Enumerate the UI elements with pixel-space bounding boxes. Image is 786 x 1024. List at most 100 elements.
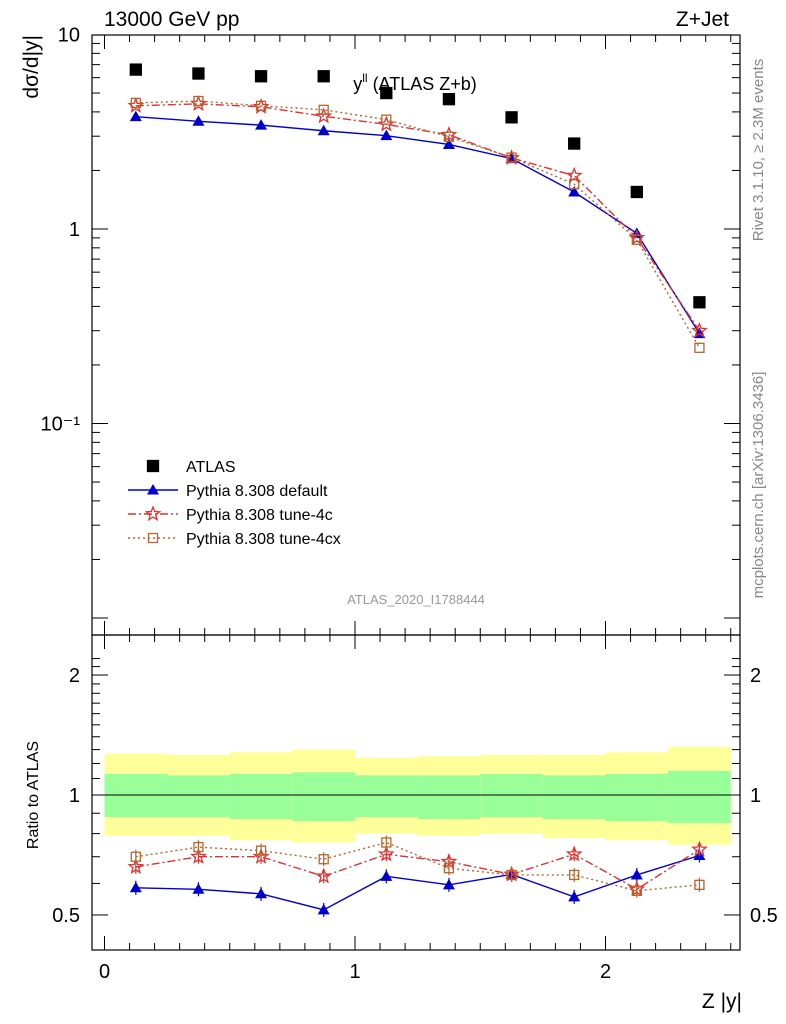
- tune4cx-point: [569, 179, 580, 190]
- tune4cx-point: [443, 131, 455, 142]
- chart-title: yll (ATLAS Z+b): [353, 71, 477, 94]
- tune4cx-ratio-point: [443, 863, 455, 874]
- ratio-inner-uncertainty-band: [542, 775, 606, 820]
- tune4c-ratio-point: [691, 840, 708, 857]
- tune4c-point: [691, 321, 708, 338]
- header-left-label: 13000 GeV pp: [104, 8, 239, 31]
- default-ratio-point: [129, 881, 142, 893]
- y-tick-label: 10⁻¹: [41, 414, 81, 436]
- tune4cx-ratio-point: [255, 845, 267, 856]
- tune4cx-point: [130, 97, 141, 109]
- default-ratio-point: [442, 878, 455, 890]
- ratio-inner-uncertainty-band: [605, 773, 669, 822]
- default-ratio-point: [317, 903, 330, 915]
- y-tick-label: 1: [69, 219, 80, 241]
- main-panel: 10 1 10⁻¹ dσ/d|y| yll (ATLAS Z+b) ATLAS_20…: [20, 25, 741, 636]
- tune4c-ratio-point: [377, 845, 395, 862]
- rivet-version-label: Rivet 3.1.10, ≥ 2.3M events: [750, 59, 767, 242]
- legend-atlas-label: ATLAS: [186, 459, 236, 476]
- legend-tune4cx-symbol: [147, 532, 159, 544]
- ratio-y-tick-label-left: 2: [69, 665, 80, 687]
- ratio-y-tick-label-left: 0.5: [52, 905, 80, 927]
- tune4cx-ratio-curve: [135, 841, 700, 892]
- legend-default-label: Pythia 8.308 default: [186, 483, 328, 500]
- default-point: [255, 119, 268, 130]
- atlas-data-point: [129, 63, 142, 76]
- tune4cx-ratio-point: [506, 869, 517, 881]
- atlas-data-point: [693, 296, 706, 309]
- tune4cx-point: [193, 95, 204, 107]
- default-ratio-point: [192, 883, 205, 894]
- tune4cx-ratio-point: [631, 885, 642, 896]
- default-point: [192, 115, 205, 126]
- ratio-y-tick-label-right: 0.5: [750, 905, 778, 927]
- x-tick-label: 1: [349, 961, 360, 983]
- legend-tune4cx-label: Pythia 8.308 tune-4cx: [186, 531, 341, 548]
- ratio-y-axis-label: Ratio to ATLAS: [25, 741, 42, 849]
- tune4c-ratio-point: [565, 845, 583, 862]
- tune4cx-ratio-point: [694, 879, 705, 891]
- ratio-plot-frame: [91, 634, 741, 951]
- tune4cx-ratio-point: [381, 837, 392, 848]
- default-point: [380, 129, 393, 141]
- atlas-data-point: [192, 67, 205, 80]
- ratio-inner-uncertainty-band: [167, 775, 230, 818]
- default-point: [442, 138, 455, 149]
- default-point: [568, 185, 581, 197]
- x-tick-label: 2: [600, 961, 611, 983]
- ratio-panel: 0 1 2 0.5 0.5 1 1 2 2 Ratio to ATLAS Z |y|: [25, 634, 778, 1013]
- atlas-data-point: [568, 137, 581, 150]
- tune4cx-point: [694, 342, 705, 353]
- header-right-label: Z+Jet: [676, 8, 729, 31]
- legend-tune4c-label: Pythia 8.308 tune-4c: [186, 507, 333, 524]
- ratio-inner-uncertainty-band: [355, 775, 418, 818]
- atlas-data-point: [380, 86, 393, 100]
- legend-tune4c-symbol: [144, 505, 162, 522]
- ratio-y-tick-label-right: 2: [750, 665, 761, 687]
- atlas-data-point: [630, 185, 643, 199]
- legend-default-symbol: [147, 484, 159, 495]
- atlas-data-point: [317, 70, 330, 83]
- tune4cx-curve: [135, 100, 701, 349]
- chart-title-suffix: (ATLAS Z+b): [368, 74, 477, 94]
- legend: ATLAS Pythia 8.308 default Pythia 8.308 tu…: [128, 459, 341, 548]
- default-ratio-curve: [135, 854, 700, 911]
- ratio-inner-uncertainty-band: [668, 770, 731, 824]
- tune4c-ratio-point: [127, 858, 145, 875]
- mcplots-source-label: mcplots.cern.ch [arXiv:1306.3436]: [750, 372, 767, 599]
- tune4cx-ratio-point: [569, 869, 580, 881]
- tune4cx-ratio-point: [193, 841, 204, 853]
- default-ratio-point: [630, 868, 643, 880]
- tune4c-ratio-point: [315, 867, 333, 884]
- tune4c-ratio-point: [190, 847, 207, 864]
- tune4c-point: [565, 166, 583, 183]
- analysis-id-label: ATLAS_2020_I1788444: [347, 592, 485, 607]
- tune4cx-ratio-point: [318, 854, 329, 865]
- x-tick-label: 0: [99, 961, 110, 983]
- atlas-data-point: [442, 93, 456, 106]
- default-ratio-point: [380, 870, 393, 881]
- legend-atlas-symbol: [146, 459, 160, 473]
- tune4cx-point: [255, 100, 267, 111]
- tune4cx-point: [506, 152, 517, 163]
- default-point: [129, 110, 142, 122]
- atlas-data-point: [254, 70, 268, 83]
- tune4c-curve: [135, 103, 701, 332]
- default-ratio-point: [255, 887, 268, 899]
- ratio-inner-uncertainty-band: [417, 775, 481, 820]
- tune4cx-point: [318, 104, 329, 115]
- y-tick-label: 10: [58, 25, 80, 47]
- ratio-inner-uncertainty-band: [292, 772, 355, 822]
- y-axis-label: dσ/d|y|: [20, 35, 43, 99]
- atlas-data-point: [505, 111, 518, 124]
- chart-title-main: y: [353, 74, 362, 94]
- default-curve: [135, 115, 701, 334]
- tune4c-ratio-curve: [135, 848, 700, 891]
- ratio-y-tick-label-left: 1: [69, 785, 80, 807]
- tune4cx-point: [631, 234, 642, 245]
- ratio-y-tick-label-right: 1: [750, 785, 761, 807]
- default-ratio-point: [568, 890, 581, 902]
- chart-title-superscript: ll: [362, 71, 367, 85]
- tune4cx-ratio-point: [130, 851, 141, 862]
